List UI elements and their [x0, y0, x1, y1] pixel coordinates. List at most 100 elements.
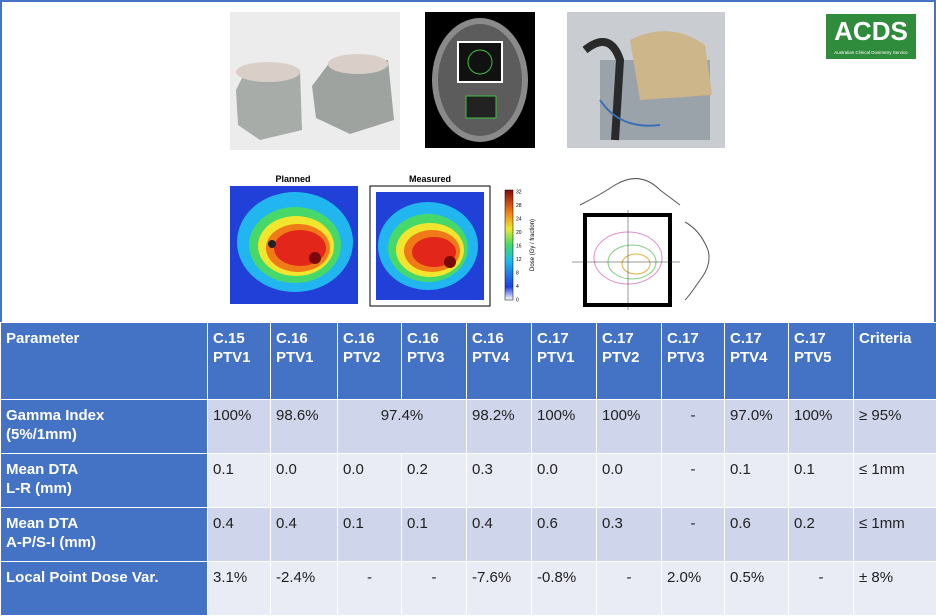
ct-insert	[466, 96, 496, 118]
colorbar	[505, 190, 513, 300]
measured-map	[370, 186, 490, 306]
slide: ACDS Australian Clinical Dosimetry Servi…	[0, 0, 936, 588]
cell-line: C.17	[537, 329, 591, 348]
value-cell: 100%	[532, 400, 597, 454]
value-cell: -	[597, 562, 662, 616]
cell-line: C.15	[213, 329, 265, 348]
value-cell: -2.4%	[271, 562, 338, 616]
logo-title: ACDS	[834, 16, 908, 46]
value-cell: -	[402, 562, 467, 616]
cell-line: C.16	[407, 329, 461, 348]
value-cell: -	[662, 508, 725, 562]
cell-line: C.16	[276, 329, 332, 348]
cell-line: PTV3	[667, 348, 719, 367]
value-cell: 0.6	[725, 508, 789, 562]
data-row: Gamma Index(5%/1mm)100%98.6%97.4%98.2%10…	[1, 400, 936, 454]
value-cell: 100%	[789, 400, 854, 454]
map-hot	[309, 252, 321, 264]
value-cell: 0.1	[338, 508, 402, 562]
colorbar-tick: 24	[516, 216, 522, 222]
plot-bg	[555, 170, 727, 312]
cell-line: L-R (mm)	[6, 479, 202, 498]
cell-line: PTV3	[407, 348, 461, 367]
value-cell: 0.0	[532, 454, 597, 508]
map-marker	[268, 240, 276, 248]
value-cell: 0.2	[402, 454, 467, 508]
cell-line: C.17	[667, 329, 719, 348]
cell-line: C.16	[472, 329, 526, 348]
value-cell: 0.1	[789, 454, 854, 508]
value-cell: 0.3	[467, 454, 532, 508]
value-cell: 100%	[208, 400, 271, 454]
header-cell: Criteria	[854, 323, 936, 400]
cell-line: PTV2	[602, 348, 656, 367]
colorbar-tick: 4	[516, 284, 519, 290]
colorbar-label: Dose (Gy / fraction)	[530, 219, 536, 271]
cell-line: A-P/S-I (mm)	[6, 533, 202, 552]
cell-line: Parameter	[6, 329, 202, 348]
value-cell: 100%	[597, 400, 662, 454]
value-cell: 0.0	[597, 454, 662, 508]
cell-line: C.16	[343, 329, 396, 348]
cell-line: PTV1	[276, 348, 332, 367]
colorbar-tick: 20	[516, 230, 522, 236]
colorbar-tick: 32	[516, 189, 522, 195]
colorbar-tick: 28	[516, 203, 522, 209]
planned-map	[230, 186, 358, 304]
parameter-cell: Gamma Index(5%/1mm)	[1, 400, 208, 454]
planned-label: Planned	[275, 174, 310, 184]
value-cell: 0.1	[208, 454, 271, 508]
logo-subtitle: Australian Clinical Dosimetry Service	[834, 50, 908, 55]
value-cell: -	[662, 400, 725, 454]
cell-line: C.17	[602, 329, 656, 348]
value-cell: 0.5%	[725, 562, 789, 616]
data-row: Local Point Dose Var.3.1%-2.4%---7.6%-0.…	[1, 562, 936, 616]
cell-line: Gamma Index	[6, 406, 202, 425]
value-cell: -0.8%	[532, 562, 597, 616]
cell-line: PTV5	[794, 348, 848, 367]
value-cell: -	[338, 562, 402, 616]
header-cell: Parameter	[1, 323, 208, 400]
value-cell: ≤ 1mm	[854, 454, 936, 508]
value-cell: 2.0%	[662, 562, 725, 616]
colorbar-tick: 16	[516, 243, 522, 249]
cell-line: (5%/1mm)	[6, 425, 202, 444]
cell-line: Mean DTA	[6, 514, 202, 533]
cell-line: Local Point Dose Var.	[6, 568, 202, 587]
value-cell: 0.6	[532, 508, 597, 562]
value-cell: -	[662, 454, 725, 508]
value-cell: 98.6%	[271, 400, 338, 454]
cell-line: PTV1	[213, 348, 265, 367]
cell-line: PTV1	[537, 348, 591, 367]
measured-label: Measured	[409, 174, 451, 184]
value-cell: 97.4%	[338, 400, 467, 454]
colorbar-tick: 12	[516, 257, 522, 263]
value-cell: 3.1%	[208, 562, 271, 616]
phantom-top	[236, 62, 300, 82]
value-cell: 0.4	[271, 508, 338, 562]
value-cell: ≥ 95%	[854, 400, 936, 454]
profile-plot	[555, 170, 727, 312]
value-cell: 97.0%	[725, 400, 789, 454]
cell-line: Mean DTA	[6, 460, 202, 479]
value-cell: -	[789, 562, 854, 616]
colorbar-tick: 8	[516, 270, 519, 276]
parameter-cell: Local Point Dose Var.	[1, 562, 208, 616]
value-cell: 0.3	[597, 508, 662, 562]
figure-area: ACDS Australian Clinical Dosimetry Servi…	[0, 0, 936, 322]
